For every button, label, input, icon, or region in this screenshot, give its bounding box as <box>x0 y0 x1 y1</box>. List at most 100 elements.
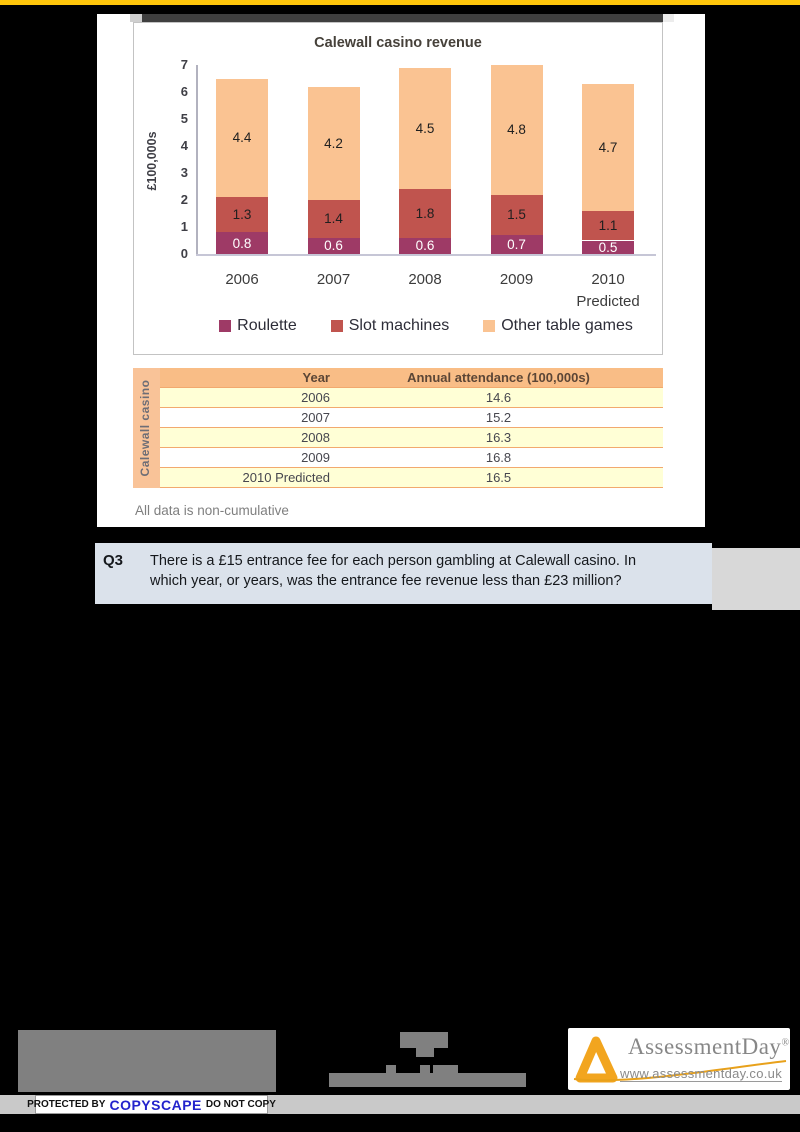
x-axis-category-label: 2010 Predicted <box>560 269 656 313</box>
redacted-text-block <box>400 1032 448 1048</box>
copyscape-brand: COPYSCAPE <box>109 1096 202 1113</box>
chart-legend: Roulette Slot machines Other table games <box>196 317 656 335</box>
table-header-attendance: Annual attendance (100,000s) <box>407 370 590 385</box>
bar-segment-slot-machines: 1.8 <box>399 189 451 238</box>
table-cell-attendance: 16.3 <box>485 430 512 445</box>
bar-value-label: 4.2 <box>324 135 343 151</box>
y-axis-tick-label: 3 <box>180 165 188 180</box>
y-axis-tick-label: 4 <box>180 138 188 153</box>
table-side-label: Calewall casino <box>138 379 152 477</box>
registered-mark: ® <box>781 1037 790 1049</box>
legend-item: Roulette <box>219 317 297 335</box>
legend-item: Other table games <box>483 317 633 335</box>
non-cumulative-note: All data is non-cumulative <box>135 503 289 518</box>
bar-value-label: 4.7 <box>598 139 618 155</box>
table-cell-attendance: 16.8 <box>485 450 512 465</box>
bar-segment-roulette: 0.7 <box>490 235 543 254</box>
question-box <box>95 543 712 604</box>
redacted-text-block <box>416 1048 434 1057</box>
question-text: There is a £15 entrance fee for each per… <box>150 552 710 591</box>
bar-value-label: 0.6 <box>415 238 435 254</box>
bar-value-label: 1.4 <box>324 211 343 227</box>
table-rows: 2006 14.6 2007 15.2 2008 16.3 2009 16.8 2010 Pre… <box>160 388 663 488</box>
table-cell-year: 2009 <box>301 450 330 465</box>
table-header-year: Year <box>302 370 330 385</box>
table-cell-attendance: 16.5 <box>485 470 512 485</box>
bar-value-label: 4.4 <box>232 130 252 146</box>
bar-segment-roulette: 0.8 <box>216 232 268 254</box>
table-row: 2007 15.2 <box>160 408 663 428</box>
bar-value-label: 1.5 <box>507 207 526 223</box>
assessmentday-name: AssessmentDay® <box>628 1034 790 1060</box>
legend-swatch-slot-machines <box>330 320 343 332</box>
table-cell-year: 2008 <box>301 430 330 445</box>
table-side-strip: Calewall casino <box>133 368 160 488</box>
redacted-text-block <box>420 1065 430 1073</box>
y-axis-line <box>196 65 198 256</box>
bar-segment-slot-machines: 1.5 <box>490 194 543 236</box>
question-number: Q3 <box>103 552 124 569</box>
chart-top-strip <box>133 14 663 22</box>
bar-value-label: 1.3 <box>232 207 252 223</box>
bar-segment-slot-machines: 1.3 <box>216 197 268 233</box>
table-row: 2006 14.6 <box>160 388 663 408</box>
y-axis-tick-label: 2 <box>180 192 188 207</box>
question-box-extension <box>712 548 800 610</box>
bar-segment-other-table-games: 4.5 <box>399 67 451 190</box>
bar-value-label: 1.1 <box>598 218 618 234</box>
bar-segment-other-table-games: 4.4 <box>216 78 268 198</box>
bar-segment-other-table-games: 4.7 <box>582 83 634 211</box>
table-body: Year Annual attendance (100,000s) 2006 14… <box>160 368 663 488</box>
bar-value-label: 0.6 <box>324 238 343 254</box>
strip-corner-right <box>663 14 674 22</box>
bar-segment-roulette: 0.6 <box>399 237 451 254</box>
bar-value-label: 0.8 <box>232 235 252 251</box>
y-axis-tick-label: 7 <box>180 57 188 72</box>
x-axis-line <box>196 254 656 256</box>
x-axis-year: 2009 <box>499 271 534 288</box>
question-text-line2: which year, or years, was the entrance f… <box>150 572 622 589</box>
bar-value-label: 4.8 <box>507 122 526 138</box>
bar-plot: 0 1 2 3 4 5 6 7 0.8 1.3 4.4 2006 0.6 1.4 4.2 2007 0.6 1.8… <box>134 23 662 354</box>
copyscape-protected-by: PROTECTED BY <box>27 1099 106 1110</box>
table-cell-attendance: 15.2 <box>485 410 512 425</box>
redacted-text-block <box>433 1065 458 1073</box>
x-axis-category-label: 2007 <box>286 269 382 291</box>
bar-value-label: 0.7 <box>507 237 526 253</box>
bar-value-label: 1.8 <box>415 205 435 221</box>
table-cell-attendance: 14.6 <box>485 390 512 405</box>
bar-value-label: 4.5 <box>415 120 435 136</box>
table-row: 2009 16.8 <box>160 448 663 468</box>
redacted-text-block <box>329 1073 526 1087</box>
attendance-table: Calewall casino Year Annual attendance (… <box>133 368 663 488</box>
table-cell-year: 2007 <box>301 410 330 425</box>
x-axis-category-label: 2008 <box>377 269 473 291</box>
bar-segment-roulette: 0.6 <box>307 237 360 254</box>
legend-label: Roulette <box>237 317 297 334</box>
assessmentday-logo: AssessmentDay® www.assessmentday.co.uk <box>568 1028 790 1090</box>
legend-item: Slot machines <box>330 317 449 335</box>
bar-segment-other-table-games: 4.2 <box>307 86 360 200</box>
bar-segment-other-table-games: 4.8 <box>490 65 543 195</box>
x-axis-category-label: 2009 <box>469 269 565 291</box>
bar-segment-roulette: 0.5 <box>582 240 634 254</box>
y-axis-tick-label: 1 <box>180 219 188 234</box>
x-axis-year: 2008 <box>408 271 442 288</box>
copyscape-badge[interactable]: PROTECTED BY COPYSCAPE DO NOT COPY <box>27 1095 276 1114</box>
table-cell-year: 2010 Predicted <box>242 470 330 485</box>
x-axis-sublabel: Predicted <box>576 293 640 310</box>
chart-title: Calewall casino revenue <box>314 35 482 51</box>
assessmentday-name-text: AssessmentDay <box>628 1034 782 1059</box>
copyscape-do-not-copy: DO NOT COPY <box>205 1099 276 1110</box>
x-axis-year: 2010 <box>591 271 625 288</box>
assessmentday-logo-icon <box>573 1036 787 1083</box>
table-cell-year: 2006 <box>301 390 330 405</box>
legend-swatch-other-table-games <box>483 320 496 332</box>
assessmentday-url-link[interactable]: www.assessmentday.co.uk <box>620 1066 782 1082</box>
legend-swatch-roulette <box>219 320 232 332</box>
question-text-line1: There is a £15 entrance fee for each per… <box>150 553 637 569</box>
redacted-text-block <box>386 1065 396 1073</box>
y-axis-tick-label: 6 <box>180 84 188 99</box>
